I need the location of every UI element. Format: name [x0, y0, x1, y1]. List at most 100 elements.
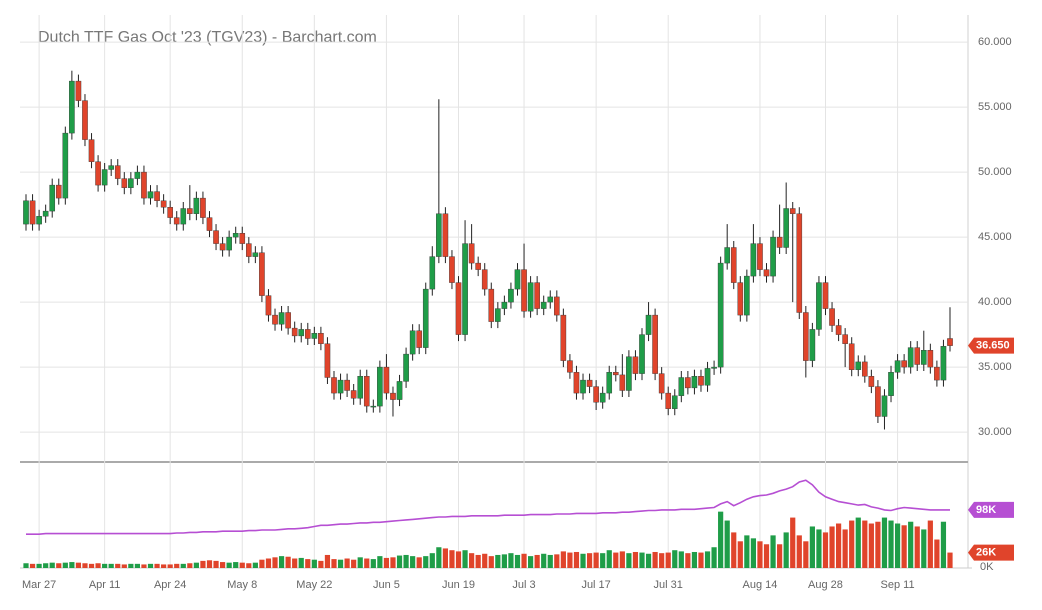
candle-body	[744, 275, 750, 316]
volume-bar	[305, 559, 311, 568]
volume-bar	[416, 557, 422, 568]
candle-body	[527, 282, 534, 312]
volume-bar	[462, 550, 468, 568]
volume-bar	[554, 554, 560, 568]
x-tick-label: Jul 3	[512, 579, 535, 591]
y-tick-label: 55.000	[978, 101, 1012, 113]
volume-bar	[482, 553, 488, 568]
candle-body	[357, 376, 364, 399]
candle-body	[298, 329, 305, 337]
volume-bar	[632, 551, 639, 568]
volume-bar	[822, 532, 829, 568]
volume-bar	[881, 517, 888, 568]
volume-bar	[600, 553, 606, 568]
volume-bar	[56, 563, 62, 568]
candle-body	[29, 200, 36, 225]
candle-body	[645, 314, 652, 335]
volume-tag: 26K	[976, 546, 996, 558]
volume-bar	[147, 563, 154, 568]
candle-body	[639, 334, 645, 374]
candle-body	[344, 379, 350, 391]
candle-body	[213, 230, 219, 244]
volume-bar	[403, 554, 409, 568]
candle-body	[554, 296, 560, 316]
candle-body	[36, 216, 42, 225]
candle-body	[396, 381, 403, 400]
volume-bar	[704, 551, 711, 568]
candle-body	[920, 350, 927, 365]
candle-body	[180, 208, 187, 225]
candle-body	[783, 208, 789, 248]
x-tick-label: Aug 28	[808, 579, 843, 591]
volume-bar	[455, 551, 462, 568]
candle-body	[685, 377, 691, 389]
candle-body	[567, 360, 573, 373]
volume-bar	[678, 551, 684, 568]
x-tick-label: Apr 11	[89, 579, 121, 591]
volume-bar	[495, 554, 501, 568]
candle-body	[121, 178, 128, 188]
candle-body	[848, 343, 855, 370]
volume-bar	[161, 564, 167, 568]
candle-body	[377, 366, 383, 407]
candle-body	[75, 80, 82, 101]
x-tick-label: Apr 24	[154, 579, 186, 591]
volume-bar	[927, 520, 933, 568]
volume-bar	[469, 553, 475, 568]
candle-body	[49, 184, 56, 212]
candle-body	[219, 243, 226, 251]
candle-body	[134, 171, 141, 179]
volume-bar	[200, 560, 206, 568]
volume-bar	[69, 562, 75, 568]
y-tick-label: 45.000	[978, 231, 1012, 243]
candle-body	[187, 208, 193, 214]
candle-body	[593, 386, 599, 403]
candle-body	[390, 392, 396, 400]
candle-body	[101, 169, 108, 186]
volume-bar	[744, 535, 750, 568]
volume-bar	[718, 511, 724, 568]
volume-bar	[193, 562, 199, 568]
candle-body	[154, 191, 160, 201]
volume-bar	[115, 563, 121, 568]
volume-bar	[246, 563, 252, 568]
candle-body	[652, 314, 658, 374]
volume-bar	[226, 562, 232, 568]
candle-body	[383, 366, 390, 394]
candle-body	[796, 213, 803, 313]
candle-body	[363, 376, 370, 407]
candle-body	[409, 330, 416, 355]
volume-bar	[862, 520, 868, 568]
candle-body	[907, 347, 914, 368]
candle-body	[200, 197, 206, 218]
candle-body	[468, 243, 475, 264]
volume-bar	[292, 558, 298, 568]
candle-body	[763, 269, 770, 277]
y2-tick-label: 0K	[980, 561, 994, 573]
candle-body	[69, 80, 75, 134]
volume-bar	[383, 557, 390, 568]
volume-bar	[724, 520, 730, 568]
y-tick-label: 40.000	[978, 296, 1012, 308]
volume-bar	[659, 553, 665, 568]
candle-body	[481, 269, 488, 290]
candle-body	[816, 282, 822, 330]
candle-body	[246, 243, 252, 257]
volume-bar	[639, 552, 645, 568]
volume-bar	[278, 556, 285, 568]
volume-tag-box	[968, 544, 1014, 561]
candle-body	[711, 366, 717, 369]
volume-bar	[167, 564, 173, 568]
volume-bar	[580, 553, 586, 568]
volume-bar	[573, 551, 580, 568]
candle-body	[540, 301, 547, 309]
candle-body	[534, 282, 540, 309]
candle-body	[337, 379, 344, 394]
candle-body	[875, 386, 881, 417]
volume-bar	[875, 521, 881, 568]
x-tick-label: May 22	[296, 579, 332, 591]
volume-bar	[29, 563, 36, 568]
volume-bar	[842, 529, 848, 568]
